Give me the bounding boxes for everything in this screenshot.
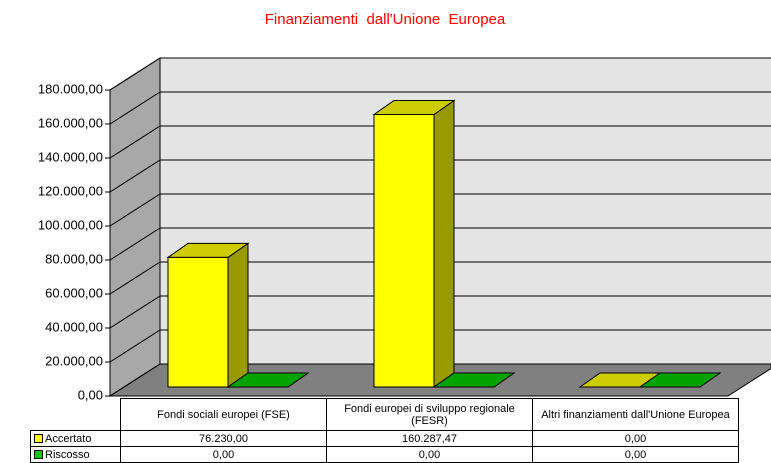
value-label: 76.230,00 (120, 430, 327, 447)
y-tick-label: 140.000,00 (38, 149, 103, 164)
value-label: 0,00 (120, 446, 327, 463)
grid-line (109, 125, 161, 159)
bar-side (227, 242, 249, 388)
bar-front (167, 256, 229, 388)
bar (638, 372, 722, 388)
legend-swatch (34, 450, 43, 459)
y-tick-label: 100.000,00 (38, 217, 103, 232)
value-label: 0,00 (532, 446, 739, 463)
value-label: 0,00 (326, 446, 533, 463)
category-label: Altri finanziamenti dall'Unione Europea (532, 398, 739, 431)
y-tick-label: 0,00 (78, 387, 103, 402)
grid-line (109, 91, 161, 125)
value-label: 0,00 (532, 430, 739, 447)
grid-line (109, 329, 161, 363)
y-tick-label: 160.000,00 (38, 115, 103, 130)
y-tick-label: 120.000,00 (38, 183, 103, 198)
chart-title: Finanziamenti dall'Unione Europea (265, 11, 506, 28)
legend-label: Riscosso (45, 448, 90, 461)
y-tick-label: 40.000,00 (45, 319, 103, 334)
grid-line (109, 57, 161, 91)
left-wall (109, 57, 161, 397)
category-label: Fondi sociali europei (FSE) (120, 398, 327, 431)
grid-line (109, 363, 161, 397)
grid-line (109, 159, 161, 193)
legend-swatch (34, 434, 43, 443)
y-tick-label: 180.000,00 (38, 81, 103, 96)
category-label: Fondi europei di sviluppo regionale (FES… (326, 398, 533, 431)
legend-entry: Riscosso (30, 446, 121, 463)
legend-entry: Accertato (30, 430, 121, 447)
bar-top (226, 372, 310, 388)
bar (432, 372, 516, 388)
bar-top (432, 372, 516, 388)
bar-side (433, 99, 455, 388)
legend-label: Accertato (45, 432, 92, 445)
grid-line (109, 261, 161, 295)
bar (226, 372, 310, 388)
y-tick-label: 60.000,00 (45, 285, 103, 300)
bar-front (373, 114, 435, 388)
bar-top (638, 372, 722, 388)
bar (372, 99, 456, 388)
bar (166, 242, 250, 388)
grid-line (109, 193, 161, 227)
grid-line (109, 227, 161, 261)
grid-line (109, 295, 161, 329)
back-wall (159, 57, 771, 365)
y-tick-label: 20.000,00 (45, 353, 103, 368)
value-label: 160.287,47 (326, 430, 533, 447)
y-tick-label: 80.000,00 (45, 251, 103, 266)
